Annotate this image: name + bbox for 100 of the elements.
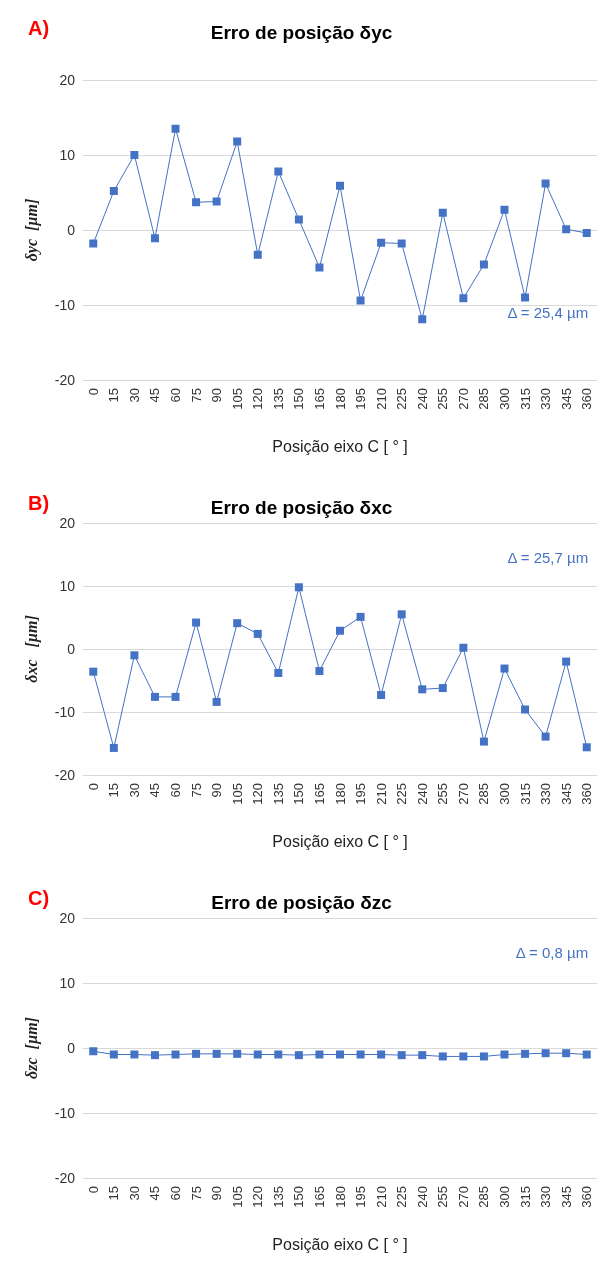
x-tick-label: 360 (579, 783, 595, 805)
x-tick-label: 45 (147, 783, 163, 798)
x-tick-label: 315 (517, 388, 533, 410)
y-tick-label: 0 (67, 222, 76, 238)
x-tick-label: 165 (311, 1186, 327, 1208)
x-tick-label: 30 (126, 1186, 142, 1201)
x-tick-label: 315 (517, 1186, 533, 1208)
y-tick-label: 20 (59, 515, 76, 531)
x-tick-label: 240 (414, 1186, 430, 1208)
point (500, 205, 509, 214)
point (521, 705, 530, 714)
x-tick-label: 300 (496, 1186, 512, 1208)
x-tick-label: 60 (168, 388, 184, 403)
chart-title: Erro de posição δzc (211, 892, 393, 913)
chart-title: Erro de posição δyc (210, 22, 393, 43)
x-tick-label: 285 (476, 388, 492, 410)
x-tick-label: 270 (455, 388, 471, 410)
text: B) (28, 492, 50, 514)
point (171, 692, 180, 701)
point (294, 215, 303, 224)
x-tick-label: 165 (311, 783, 327, 805)
x-tick-label: 300 (496, 783, 512, 805)
x-tick-label: 285 (476, 1186, 492, 1208)
point (89, 667, 98, 676)
point (521, 293, 530, 302)
x-tick-label: 210 (373, 1186, 389, 1208)
y-tick-label: -20 (54, 767, 76, 783)
point (294, 583, 303, 592)
x-axis-title: Posição eixo C [ ° ] (272, 1235, 408, 1253)
x-tick-label: 30 (126, 388, 142, 403)
x-tick-label: 45 (147, 388, 163, 403)
x-tick-label: 105 (229, 783, 245, 805)
point (274, 668, 283, 677)
y-tick-label: -10 (54, 704, 76, 720)
y-axis-title: δxc [µm] (22, 615, 41, 683)
text: C) (28, 887, 50, 909)
point (336, 181, 344, 190)
point (541, 179, 550, 188)
point (212, 697, 221, 706)
x-tick-label: 90 (209, 783, 225, 798)
point (192, 198, 201, 207)
y-tick-label: 0 (67, 1040, 76, 1056)
x-tick-label: 285 (476, 783, 492, 805)
x-tick-label: 330 (538, 1186, 554, 1208)
point (171, 124, 180, 133)
x-tick-label: 330 (538, 388, 554, 410)
point (150, 692, 159, 701)
x-tick-label: 255 (435, 783, 451, 805)
y-tick-label: -20 (54, 372, 76, 388)
point (356, 296, 365, 305)
point (89, 239, 98, 248)
y-tick-label: 20 (59, 910, 76, 926)
x-tick-label: 30 (126, 783, 142, 798)
point (438, 684, 447, 693)
point (377, 690, 386, 699)
point (109, 743, 118, 752)
x-tick-label: 240 (414, 783, 430, 805)
x-tick-label: 180 (332, 388, 348, 410)
x-tick-label: 45 (147, 1186, 163, 1201)
text: A) (28, 17, 50, 39)
point (274, 167, 283, 176)
x-tick-label: 120 (250, 1186, 266, 1208)
x-tick-label: 135 (270, 1186, 286, 1208)
x-axis-title: Posição eixo C [ ° ] (272, 832, 408, 850)
point (541, 732, 550, 741)
x-tick-label: 75 (188, 783, 204, 798)
x-tick-label: 105 (229, 388, 245, 410)
x-tick-label: 345 (558, 1186, 574, 1208)
point (130, 151, 139, 159)
x-tick-label: 360 (579, 1186, 595, 1208)
x-tick-label: 225 (394, 388, 410, 410)
point (233, 619, 242, 628)
point (377, 238, 386, 247)
annotation: Δ = 25,7 µm (507, 549, 589, 566)
x-tick-label: 105 (229, 1186, 245, 1208)
point (192, 618, 201, 627)
x-tick-label: 0 (85, 783, 101, 791)
point (315, 667, 324, 676)
point (479, 260, 488, 269)
x-tick-label: 195 (353, 388, 369, 410)
point (397, 239, 406, 248)
point (562, 225, 571, 234)
annotation: Δ = 25,4 µm (507, 304, 589, 321)
point (479, 737, 488, 746)
x-tick-label: 75 (188, 388, 204, 403)
y-tick-label: 10 (59, 975, 76, 991)
point (253, 250, 262, 259)
x-tick-label: 0 (85, 388, 101, 396)
point (397, 610, 406, 619)
x-tick-label: 210 (373, 783, 389, 805)
point (130, 651, 139, 660)
y-tick-label: 10 (59, 578, 76, 594)
point (212, 197, 221, 206)
point (459, 294, 468, 303)
x-tick-label: 315 (517, 783, 533, 805)
point (500, 664, 509, 673)
point (562, 657, 571, 666)
x-tick-label: 165 (311, 388, 327, 410)
x-tick-label: 135 (270, 388, 286, 410)
x-tick-label: 150 (291, 1186, 307, 1208)
